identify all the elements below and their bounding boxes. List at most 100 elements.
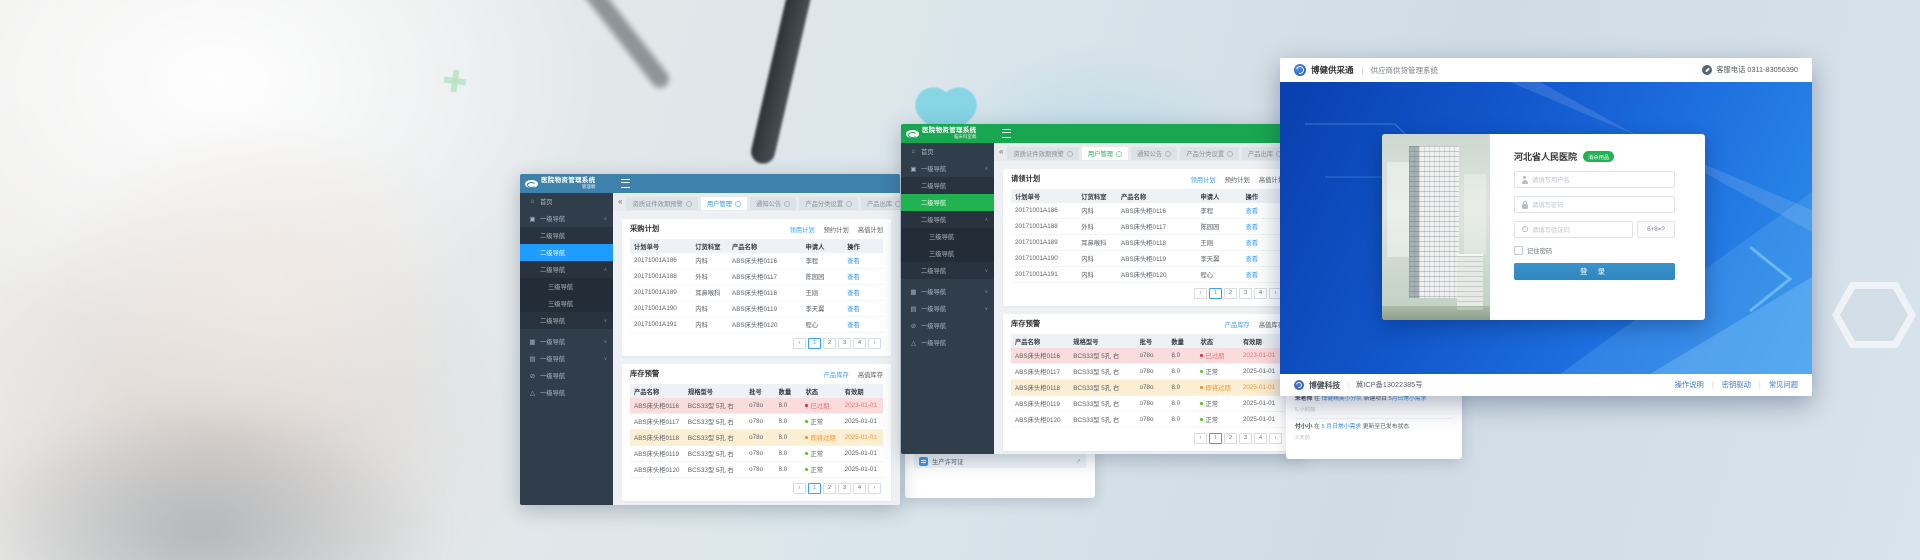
page-button[interactable]: 3	[838, 338, 851, 349]
menu-collapse-icon[interactable]	[1002, 129, 1011, 138]
page-button[interactable]: ›	[868, 338, 881, 349]
tabs-collapse-icon[interactable]: «	[999, 147, 1004, 156]
page-button[interactable]: 4	[1254, 433, 1267, 444]
sidebar-item[interactable]: 二级导航	[520, 244, 613, 261]
page-button[interactable]: 2	[823, 483, 836, 494]
page-button[interactable]: 4	[853, 338, 866, 349]
plan-link[interactable]: 预约计划	[823, 226, 849, 234]
tab[interactable]: 用户管理	[1081, 147, 1129, 160]
view-link[interactable]: 查看	[1245, 224, 1259, 231]
password-input[interactable]: 请填写密码	[1514, 196, 1675, 213]
captcha-code-box[interactable]: 6+8=?	[1637, 221, 1675, 238]
tab[interactable]: 产品出库	[1241, 147, 1289, 160]
view-link[interactable]: 查看	[1245, 272, 1259, 279]
view-link[interactable]: 查看	[847, 306, 860, 313]
sidebar-item[interactable]: ▣ 一级导航 ∧	[901, 160, 994, 177]
page-button[interactable]: 1	[808, 338, 821, 349]
view-link[interactable]: 查看	[847, 274, 860, 281]
stock-link[interactable]: 产品库存	[823, 371, 849, 379]
menu-collapse-icon[interactable]	[621, 179, 630, 188]
view-link[interactable]: 查看	[1245, 240, 1259, 247]
tab[interactable]: 资质证件效期预警	[626, 197, 698, 210]
footer-link[interactable]: 常见问题	[1751, 380, 1798, 390]
page-button[interactable]: ‹	[1194, 288, 1207, 299]
plan-link[interactable]: 领用计划	[1190, 176, 1216, 184]
sidebar-item[interactable]: 二级导航 ∧	[520, 261, 613, 278]
sidebar-item[interactable]: ▣ 一级导航 ∧	[520, 210, 613, 227]
tab[interactable]: 通知公告	[750, 197, 797, 210]
sidebar-item[interactable]: 二级导航 ∧	[901, 211, 994, 228]
sidebar-item[interactable]: △ 一级导航	[520, 384, 613, 401]
username-input[interactable]: 请填写用户名	[1514, 171, 1675, 188]
view-link[interactable]: 查看	[1245, 208, 1259, 215]
tab[interactable]: 产品分类设置	[799, 197, 858, 210]
sidebar-item[interactable]: ▤ 一级导航 ∨	[901, 300, 994, 317]
sidebar-item[interactable]: 二级导航 ∨	[520, 312, 613, 329]
page-button[interactable]: 4	[853, 483, 866, 494]
chevron-down-icon: ∨	[984, 305, 988, 311]
sidebar-item[interactable]: 三级导航	[901, 245, 994, 262]
sidebar-item[interactable]: 三级导航	[901, 228, 994, 245]
view-link[interactable]: 查看	[847, 290, 860, 297]
feed-item[interactable]: 朱老师 在 博健精英小分队 新建项目 5月日常小需求 5 小时前	[1295, 391, 1453, 420]
captcha-input[interactable]: 请填写验证码	[1514, 221, 1633, 238]
page-button[interactable]: ›	[868, 483, 881, 494]
footer-link[interactable]: 密钥驱动	[1704, 380, 1751, 390]
tab[interactable]: 产品分类设置	[1180, 147, 1239, 160]
sidebar-item[interactable]: 二级导航	[901, 177, 994, 194]
view-link[interactable]: 查看	[847, 322, 860, 329]
feed-link[interactable]: 5 月日常小需求	[1321, 424, 1362, 431]
page-button[interactable]: 2	[823, 338, 836, 349]
tab[interactable]: 资质证件效期预警	[1007, 147, 1079, 160]
sidebar-item[interactable]: △ 一级导航	[901, 334, 994, 351]
sidebar-item[interactable]: ▤ 一级导航 ∨	[520, 350, 613, 367]
sidebar-item[interactable]: ▦ 一级导航 ∨	[901, 283, 994, 300]
sidebar-item[interactable]: 二级导航	[901, 194, 994, 211]
tab[interactable]: 产品出库	[860, 197, 900, 210]
plan-link[interactable]: 高值计划	[1258, 176, 1284, 184]
page-button[interactable]: 1	[808, 483, 821, 494]
feed-item[interactable]: 付小小 在 5 月日常小需求 更新至已发布状态 3 天前	[1295, 419, 1453, 446]
view-link[interactable]: 查看	[847, 258, 860, 265]
stock-link[interactable]: 高值库存	[857, 371, 883, 379]
certificate-list-item[interactable]: 生产许可证 ↗	[914, 454, 1086, 468]
page-button[interactable]: 4	[1254, 288, 1267, 299]
background-doctor-coat	[0, 0, 600, 340]
sidebar-item[interactable]: ▦ 一级导航 ∨	[520, 333, 613, 350]
view-link[interactable]: 查看	[1245, 256, 1259, 263]
tab[interactable]: 用户管理	[700, 197, 748, 210]
footer-link[interactable]: 操作说明	[1674, 380, 1704, 389]
page-button[interactable]: 3	[838, 483, 851, 494]
tabs-collapse-icon[interactable]: «	[618, 197, 623, 206]
remember-checkbox[interactable]	[1514, 246, 1523, 255]
page-button[interactable]: ‹	[793, 338, 806, 349]
plan-link[interactable]: 预约计划	[1224, 176, 1250, 184]
sidebar-item[interactable]: 三级导航	[520, 295, 613, 312]
chevron-down-icon: ∨	[984, 288, 988, 294]
page-button[interactable]: ‹	[1194, 433, 1207, 444]
page-button[interactable]: 1	[1209, 433, 1222, 444]
plan-link[interactable]: 领用计划	[789, 226, 815, 234]
page-button[interactable]: 3	[1239, 288, 1252, 299]
tab[interactable]: 通知公告	[1131, 147, 1178, 160]
sidebar-item[interactable]: 二级导航	[520, 227, 613, 244]
page-button[interactable]: ‹	[793, 483, 806, 494]
page-button[interactable]: 2	[1224, 288, 1237, 299]
page-button[interactable]: 3	[1239, 433, 1252, 444]
page-button[interactable]: 2	[1224, 433, 1237, 444]
sidebar-item[interactable]: ⊘ 一级导航	[901, 317, 994, 334]
login-button[interactable]: 登 录	[1514, 263, 1675, 280]
sidebar-item[interactable]: ⌂ 首页	[901, 143, 994, 160]
feed-link[interactable]: 博健精英小分队	[1321, 396, 1363, 402]
sidebar-item[interactable]: 二级导航 ∨	[901, 262, 994, 279]
sidebar-item[interactable]: ⌂ 首页	[520, 193, 613, 210]
page-button[interactable]: 1	[1209, 288, 1222, 299]
stock-link[interactable]: 高值库存	[1258, 321, 1284, 329]
sidebar-item[interactable]: ⊘ 一级导航	[520, 367, 613, 384]
page-button[interactable]: ›	[1269, 433, 1282, 444]
expand-arrow-icon[interactable]: ↗	[1075, 458, 1081, 465]
stock-link[interactable]: 产品库存	[1224, 321, 1250, 329]
sidebar-item[interactable]: 三级导航	[520, 278, 613, 295]
feed-link[interactable]: 5月日常小需求	[1388, 396, 1427, 402]
plan-link[interactable]: 高值计划	[857, 226, 883, 234]
